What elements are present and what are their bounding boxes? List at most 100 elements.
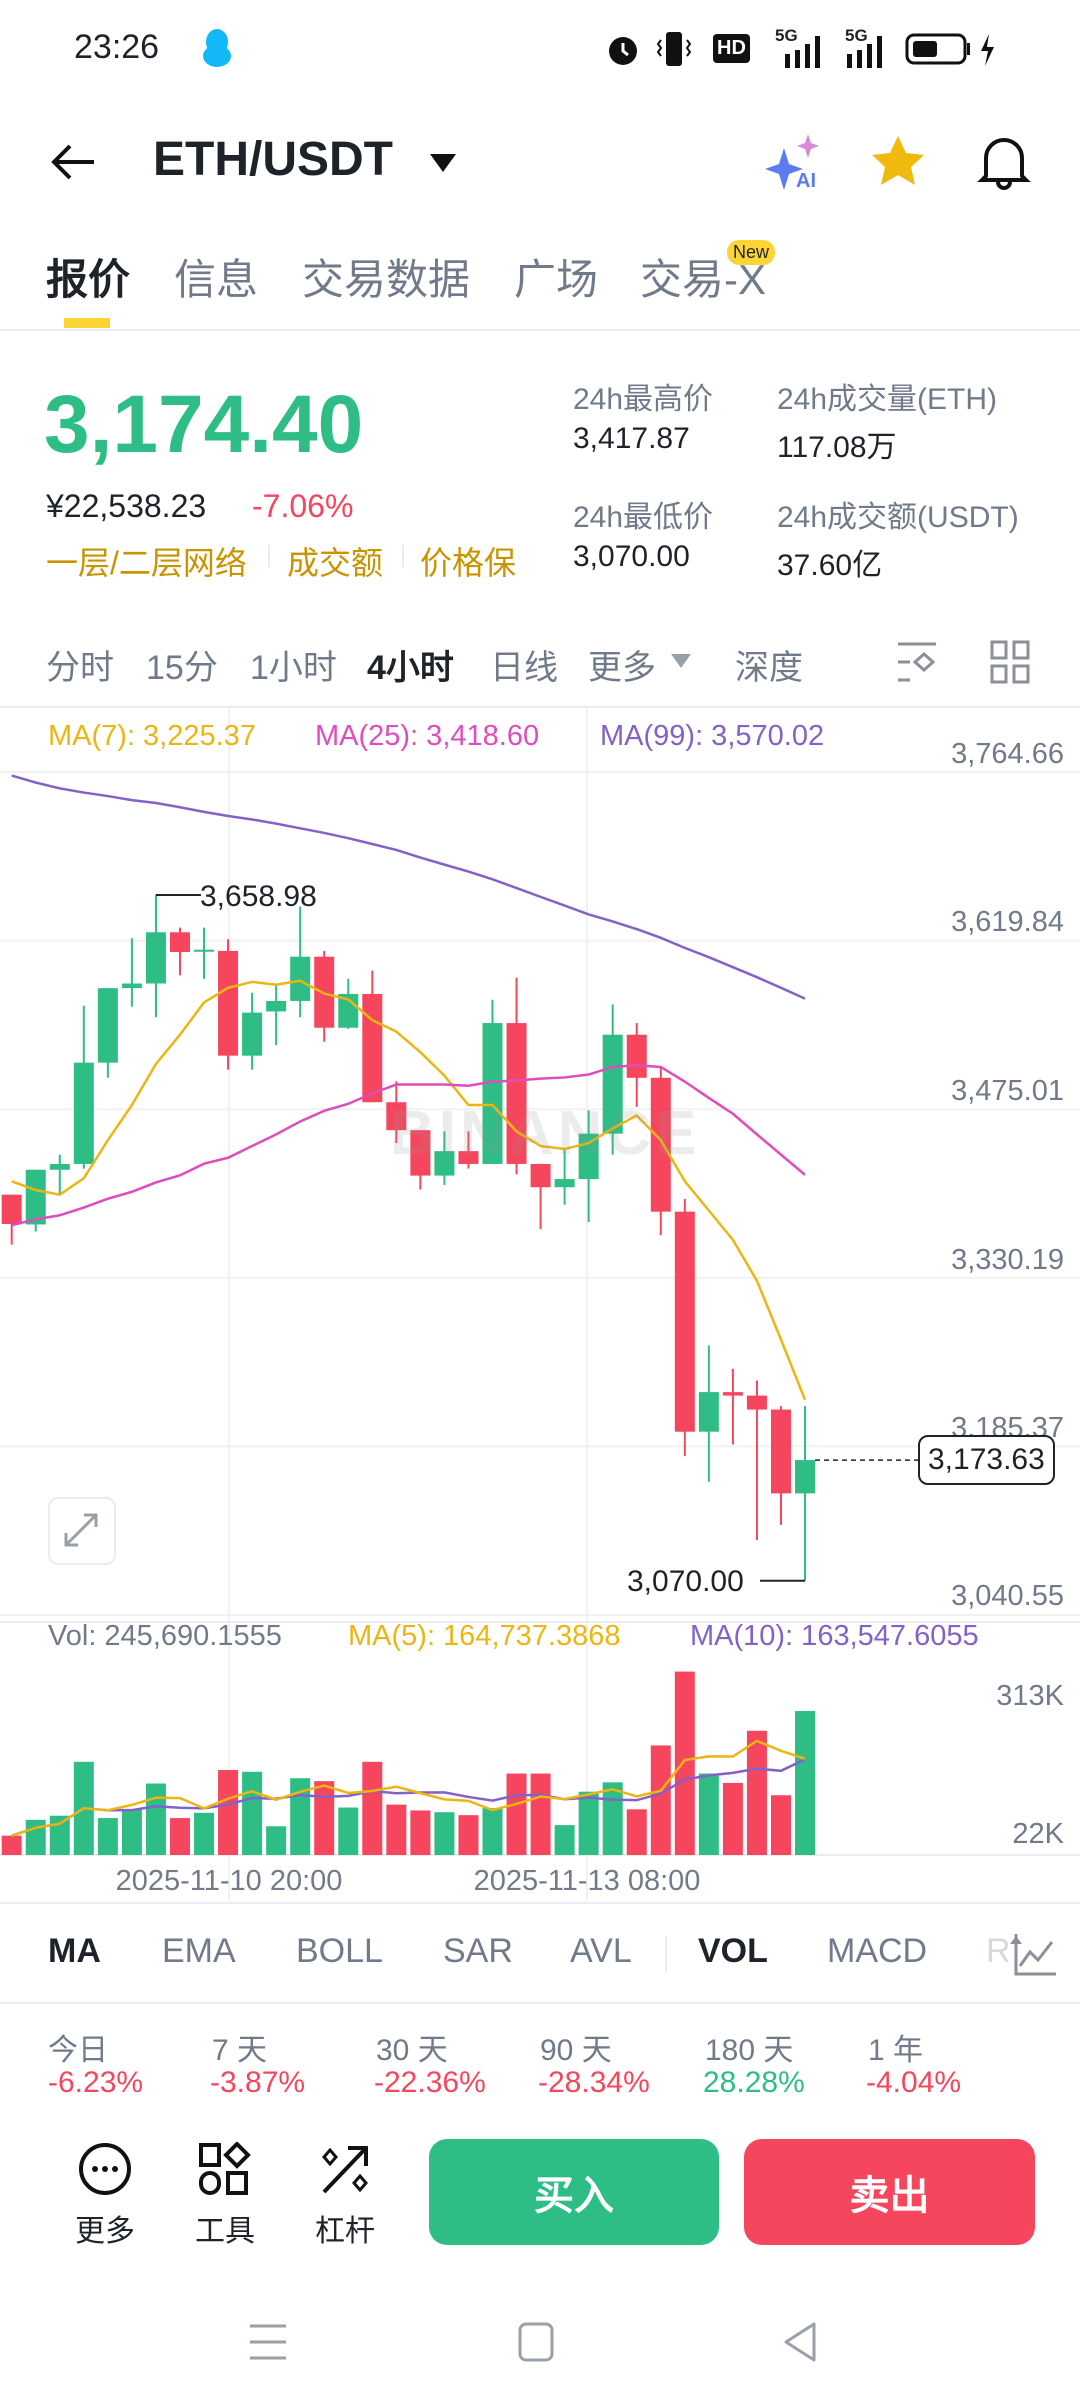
tab-trading-data[interactable]: 交易数据: [302, 256, 471, 303]
timeframe-more[interactable]: 更多: [588, 649, 656, 687]
indicator-macd[interactable]: MACD: [827, 1932, 928, 1970]
tag-separator: [402, 545, 404, 567]
tag-price-protect[interactable]: 价格保: [420, 545, 517, 581]
chart-settings-icon[interactable]: [896, 640, 940, 684]
more-dropdown-icon: [671, 654, 691, 668]
volume-bar: [218, 1770, 239, 1855]
ma7-legend: MA(7): 3,225.37: [48, 720, 256, 752]
timeframe-1h[interactable]: 1小时: [250, 649, 337, 687]
tag-volume[interactable]: 成交额: [287, 545, 384, 581]
vol-ma5-legend: MA(5): 164,737.3868: [348, 1620, 621, 1652]
last-price: 3,174.40: [44, 379, 364, 470]
nav-menu-icon[interactable]: [248, 2322, 288, 2362]
last-price-tag: 3,173.63: [918, 1435, 1055, 1485]
period-value: -4.04%: [866, 2066, 962, 2099]
candle-body: [770, 1409, 791, 1494]
indicator-separator: [665, 1936, 667, 1972]
leverage-label[interactable]: 杠杆: [315, 2215, 375, 2248]
period-label: 1 年: [868, 2034, 924, 2067]
candle-body: [530, 1163, 551, 1188]
vol-ma10-line: [11, 1758, 806, 1837]
y-tick: 3,330.19: [951, 1244, 1064, 1276]
indicator-sar[interactable]: SAR: [443, 1932, 513, 1970]
pair-dropdown-icon[interactable]: [428, 150, 458, 174]
timeframe-4h[interactable]: 4小时: [367, 649, 454, 687]
favorite-star-icon[interactable]: [870, 134, 926, 190]
turnover-value: 37.60亿: [777, 549, 883, 582]
period-label: 7 天: [212, 2034, 268, 2067]
candle-body: [698, 1392, 719, 1432]
pair-title[interactable]: ETH/USDT: [153, 133, 393, 186]
volume-bar: [338, 1807, 359, 1855]
tab-square[interactable]: 广场: [514, 256, 599, 303]
candle-body: [650, 1077, 671, 1212]
volume-bar: [25, 1819, 46, 1855]
indicator-settings-icon[interactable]: [1010, 1932, 1058, 1976]
volume-bar: [650, 1745, 671, 1855]
notification-bell-icon[interactable]: [976, 132, 1032, 192]
candle-body: [482, 1023, 503, 1164]
candle-body: [626, 1034, 647, 1078]
buy-button[interactable]: 买入: [429, 2139, 719, 2245]
ma7-line: [11, 979, 807, 1401]
nav-home-icon[interactable]: [518, 2322, 554, 2362]
period-label: 今日: [48, 2034, 108, 2067]
vol-y-tick: 22K: [1012, 1818, 1064, 1850]
timeframe-1d[interactable]: 日线: [490, 649, 558, 687]
candle-body: [410, 1130, 431, 1176]
candle-body: [1, 1194, 22, 1225]
nav-back-icon[interactable]: [782, 2322, 818, 2362]
tag-separator: [268, 545, 270, 567]
tools-label[interactable]: 工具: [195, 2215, 255, 2248]
timeframe-time[interactable]: 分时: [46, 649, 114, 687]
volume-bar: [1, 1835, 22, 1855]
low-label: 24h最低价: [573, 501, 714, 534]
period-label: 30 天: [376, 2034, 448, 2067]
high-value: 3,417.87: [573, 422, 690, 455]
candle-body: [25, 1169, 46, 1225]
grid-layout-icon[interactable]: [990, 640, 1032, 684]
sell-button[interactable]: 卖出: [744, 2139, 1035, 2245]
leverage-icon[interactable]: [318, 2142, 372, 2196]
timeframe-15m[interactable]: 15分: [146, 649, 218, 687]
volume-bar: [121, 1809, 142, 1855]
tag-layer[interactable]: 一层/二层网络: [46, 545, 247, 581]
candle-body: [506, 1023, 527, 1164]
divider: [0, 329, 1080, 331]
volume-bar: [290, 1778, 311, 1855]
depth-tab[interactable]: 深度: [735, 649, 803, 687]
volume-bar: [314, 1781, 335, 1855]
indicator-avl[interactable]: AVL: [570, 1932, 632, 1970]
candle-body: [266, 1000, 287, 1012]
tab-info[interactable]: 信息: [174, 256, 259, 303]
volume-bar: [458, 1815, 479, 1855]
candle-body: [674, 1211, 695, 1432]
volume-bar: [145, 1783, 166, 1855]
new-badge: New: [727, 240, 776, 265]
candlestick-chart[interactable]: [0, 708, 1080, 1908]
candle-body: [169, 932, 190, 953]
indicator-ma[interactable]: MA: [48, 1932, 101, 1970]
tools-icon[interactable]: [198, 2142, 252, 2196]
indicator-rsi[interactable]: R: [986, 1932, 1011, 1970]
indicator-boll[interactable]: BOLL: [296, 1932, 383, 1970]
volume-bar: [194, 1812, 215, 1855]
ai-sparkle-icon[interactable]: [764, 130, 826, 196]
tab-quote[interactable]: 报价: [46, 256, 131, 303]
volume-bar: [722, 1782, 743, 1855]
volume-bar: [578, 1791, 599, 1855]
period-value: -28.34%: [538, 2066, 650, 2099]
more-label[interactable]: 更多: [75, 2215, 135, 2248]
more-icon[interactable]: [78, 2142, 132, 2196]
candle-body: [722, 1392, 743, 1396]
volume-bar: [626, 1809, 647, 1855]
volume-bar: [770, 1795, 791, 1855]
fullscreen-button[interactable]: [48, 1497, 116, 1565]
indicator-vol[interactable]: VOL: [698, 1932, 768, 1970]
indicator-ema[interactable]: EMA: [162, 1932, 236, 1970]
volume-bar: [530, 1773, 551, 1855]
x-tick: 2025-11-13 08:00: [473, 1865, 701, 1897]
alarm-icon: [609, 37, 637, 65]
back-arrow-icon[interactable]: [48, 140, 98, 184]
candle-body: [218, 950, 239, 1056]
